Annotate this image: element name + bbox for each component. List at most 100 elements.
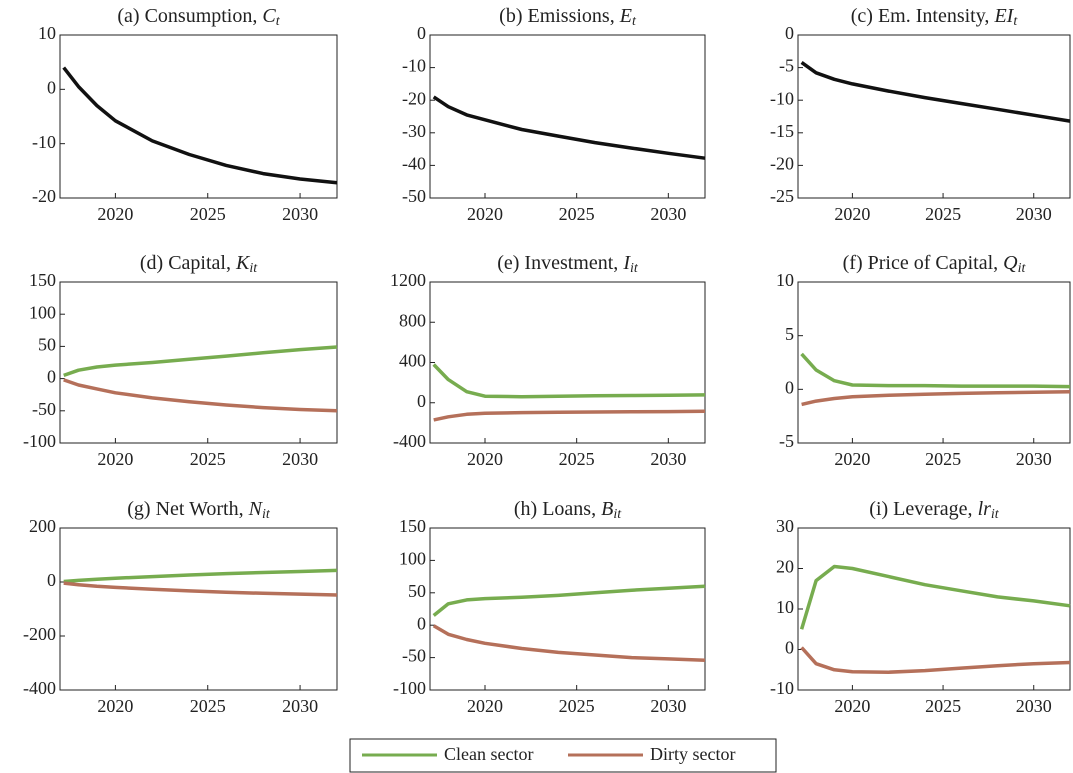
y-tick-label: -40	[402, 154, 426, 174]
y-tick-label: -50	[402, 186, 426, 206]
title-subscript: t	[1013, 14, 1018, 29]
title-subscript: it	[613, 507, 622, 522]
title-subscript: it	[1018, 261, 1027, 276]
y-tick-label: -10	[402, 56, 426, 76]
x-tick-label: 2025	[190, 696, 226, 716]
chart-title: (g) Net Worth, Nit	[127, 498, 271, 523]
y-tick-label: 0	[417, 23, 426, 43]
y-tick-label: 1200	[390, 270, 426, 290]
y-tick-label: 150	[399, 516, 426, 536]
plot-frame	[797, 34, 1071, 199]
x-tick-label: 2020	[834, 449, 870, 469]
y-tick-label: -5	[779, 431, 794, 451]
x-tick-label: 2020	[834, 204, 870, 224]
x-tick-label: 2030	[650, 449, 686, 469]
y-tick-label: 150	[29, 270, 56, 290]
title-text: (i) Leverage,	[869, 498, 972, 520]
y-tick-label: -15	[770, 121, 794, 141]
y-tick-label: -50	[32, 399, 56, 419]
title-subscript: t	[632, 14, 637, 29]
y-tick-label: 0	[785, 377, 794, 397]
title-text: (g) Net Worth,	[127, 498, 243, 520]
title-symbol: EI	[993, 5, 1014, 27]
y-tick-label: -200	[23, 624, 56, 644]
series-line	[432, 95, 706, 160]
x-tick-label: 2020	[97, 696, 133, 716]
x-tick-label: 2020	[467, 204, 503, 224]
plot-frame	[429, 281, 706, 444]
x-tick-label: 2030	[650, 696, 686, 716]
y-tick-label: -50	[402, 646, 426, 666]
x-tick-label: 2020	[467, 696, 503, 716]
y-tick-label: -5	[779, 56, 794, 76]
x-tick-label: 2020	[97, 204, 133, 224]
y-tick-label: 0	[785, 638, 794, 658]
title-symbol: B	[601, 498, 613, 520]
series-line	[63, 568, 338, 584]
y-tick-label: -20	[770, 154, 794, 174]
y-tick-label: 800	[399, 310, 426, 330]
x-tick-label: 2030	[282, 449, 318, 469]
plot-frame	[59, 281, 338, 444]
y-tick-label: 100	[399, 549, 426, 569]
title-text: (e) Investment,	[497, 252, 618, 274]
title-subscript: it	[630, 261, 639, 276]
y-tick-label: -20	[32, 186, 56, 206]
chart-title: (c) Em. Intensity, EIt	[851, 5, 1019, 30]
x-tick-label: 2030	[1016, 696, 1052, 716]
x-tick-label: 2020	[467, 449, 503, 469]
series-line	[432, 624, 706, 662]
x-tick-label: 2030	[1016, 449, 1052, 469]
y-tick-label: 0	[47, 77, 56, 97]
y-tick-label: 200	[29, 516, 56, 536]
y-tick-label: 5	[785, 324, 794, 344]
y-tick-label: 0	[417, 613, 426, 633]
title-symbol: K	[235, 252, 251, 274]
series-line	[63, 378, 338, 413]
x-tick-label: 2030	[1016, 204, 1052, 224]
x-tick-label: 2020	[834, 696, 870, 716]
chart-title: (a) Consumption, Ct	[117, 5, 280, 30]
series-line	[432, 584, 706, 617]
y-tick-label: 0	[47, 570, 56, 590]
chart-title: (b) Emissions, Et	[499, 5, 637, 30]
x-tick-label: 2030	[650, 204, 686, 224]
series-line	[800, 60, 1071, 123]
title-text: (f) Price of Capital,	[843, 252, 999, 274]
title-text: (h) Loans,	[514, 498, 596, 520]
x-tick-label: 2025	[559, 449, 595, 469]
y-tick-label: 0	[785, 23, 794, 43]
y-tick-label: 50	[38, 335, 56, 355]
y-tick-label: 10	[38, 23, 56, 43]
x-tick-label: 2030	[282, 696, 318, 716]
chart-title: (d) Capital, Kit	[140, 252, 258, 277]
y-tick-label: 0	[47, 367, 56, 387]
plot-frame	[429, 34, 706, 199]
series-line	[801, 389, 1071, 407]
title-subscript: it	[991, 507, 1000, 522]
x-tick-label: 2025	[559, 696, 595, 716]
series-line	[432, 363, 706, 399]
y-tick-label: 10	[776, 597, 794, 617]
series-line	[433, 409, 706, 422]
x-tick-label: 2025	[925, 696, 961, 716]
y-tick-label: -25	[770, 186, 794, 206]
x-tick-label: 2025	[190, 204, 226, 224]
title-symbol: E	[619, 5, 632, 27]
chart-title: (h) Loans, Bit	[514, 498, 622, 523]
title-text: (d) Capital,	[140, 252, 231, 274]
x-tick-label: 2030	[282, 204, 318, 224]
title-text: (c) Em. Intensity,	[851, 5, 990, 27]
legend-label: Dirty sector	[650, 744, 735, 764]
y-tick-label: -400	[23, 678, 56, 698]
y-tick-label: 50	[408, 581, 426, 601]
title-symbol: C	[262, 5, 276, 27]
y-tick-label: -10	[32, 132, 56, 152]
x-tick-label: 2025	[559, 204, 595, 224]
series-line	[800, 646, 1071, 674]
title-subscript: t	[276, 14, 281, 29]
y-tick-label: 400	[399, 351, 426, 371]
chart-title: (e) Investment, Iit	[497, 252, 639, 277]
series-line	[62, 66, 338, 185]
